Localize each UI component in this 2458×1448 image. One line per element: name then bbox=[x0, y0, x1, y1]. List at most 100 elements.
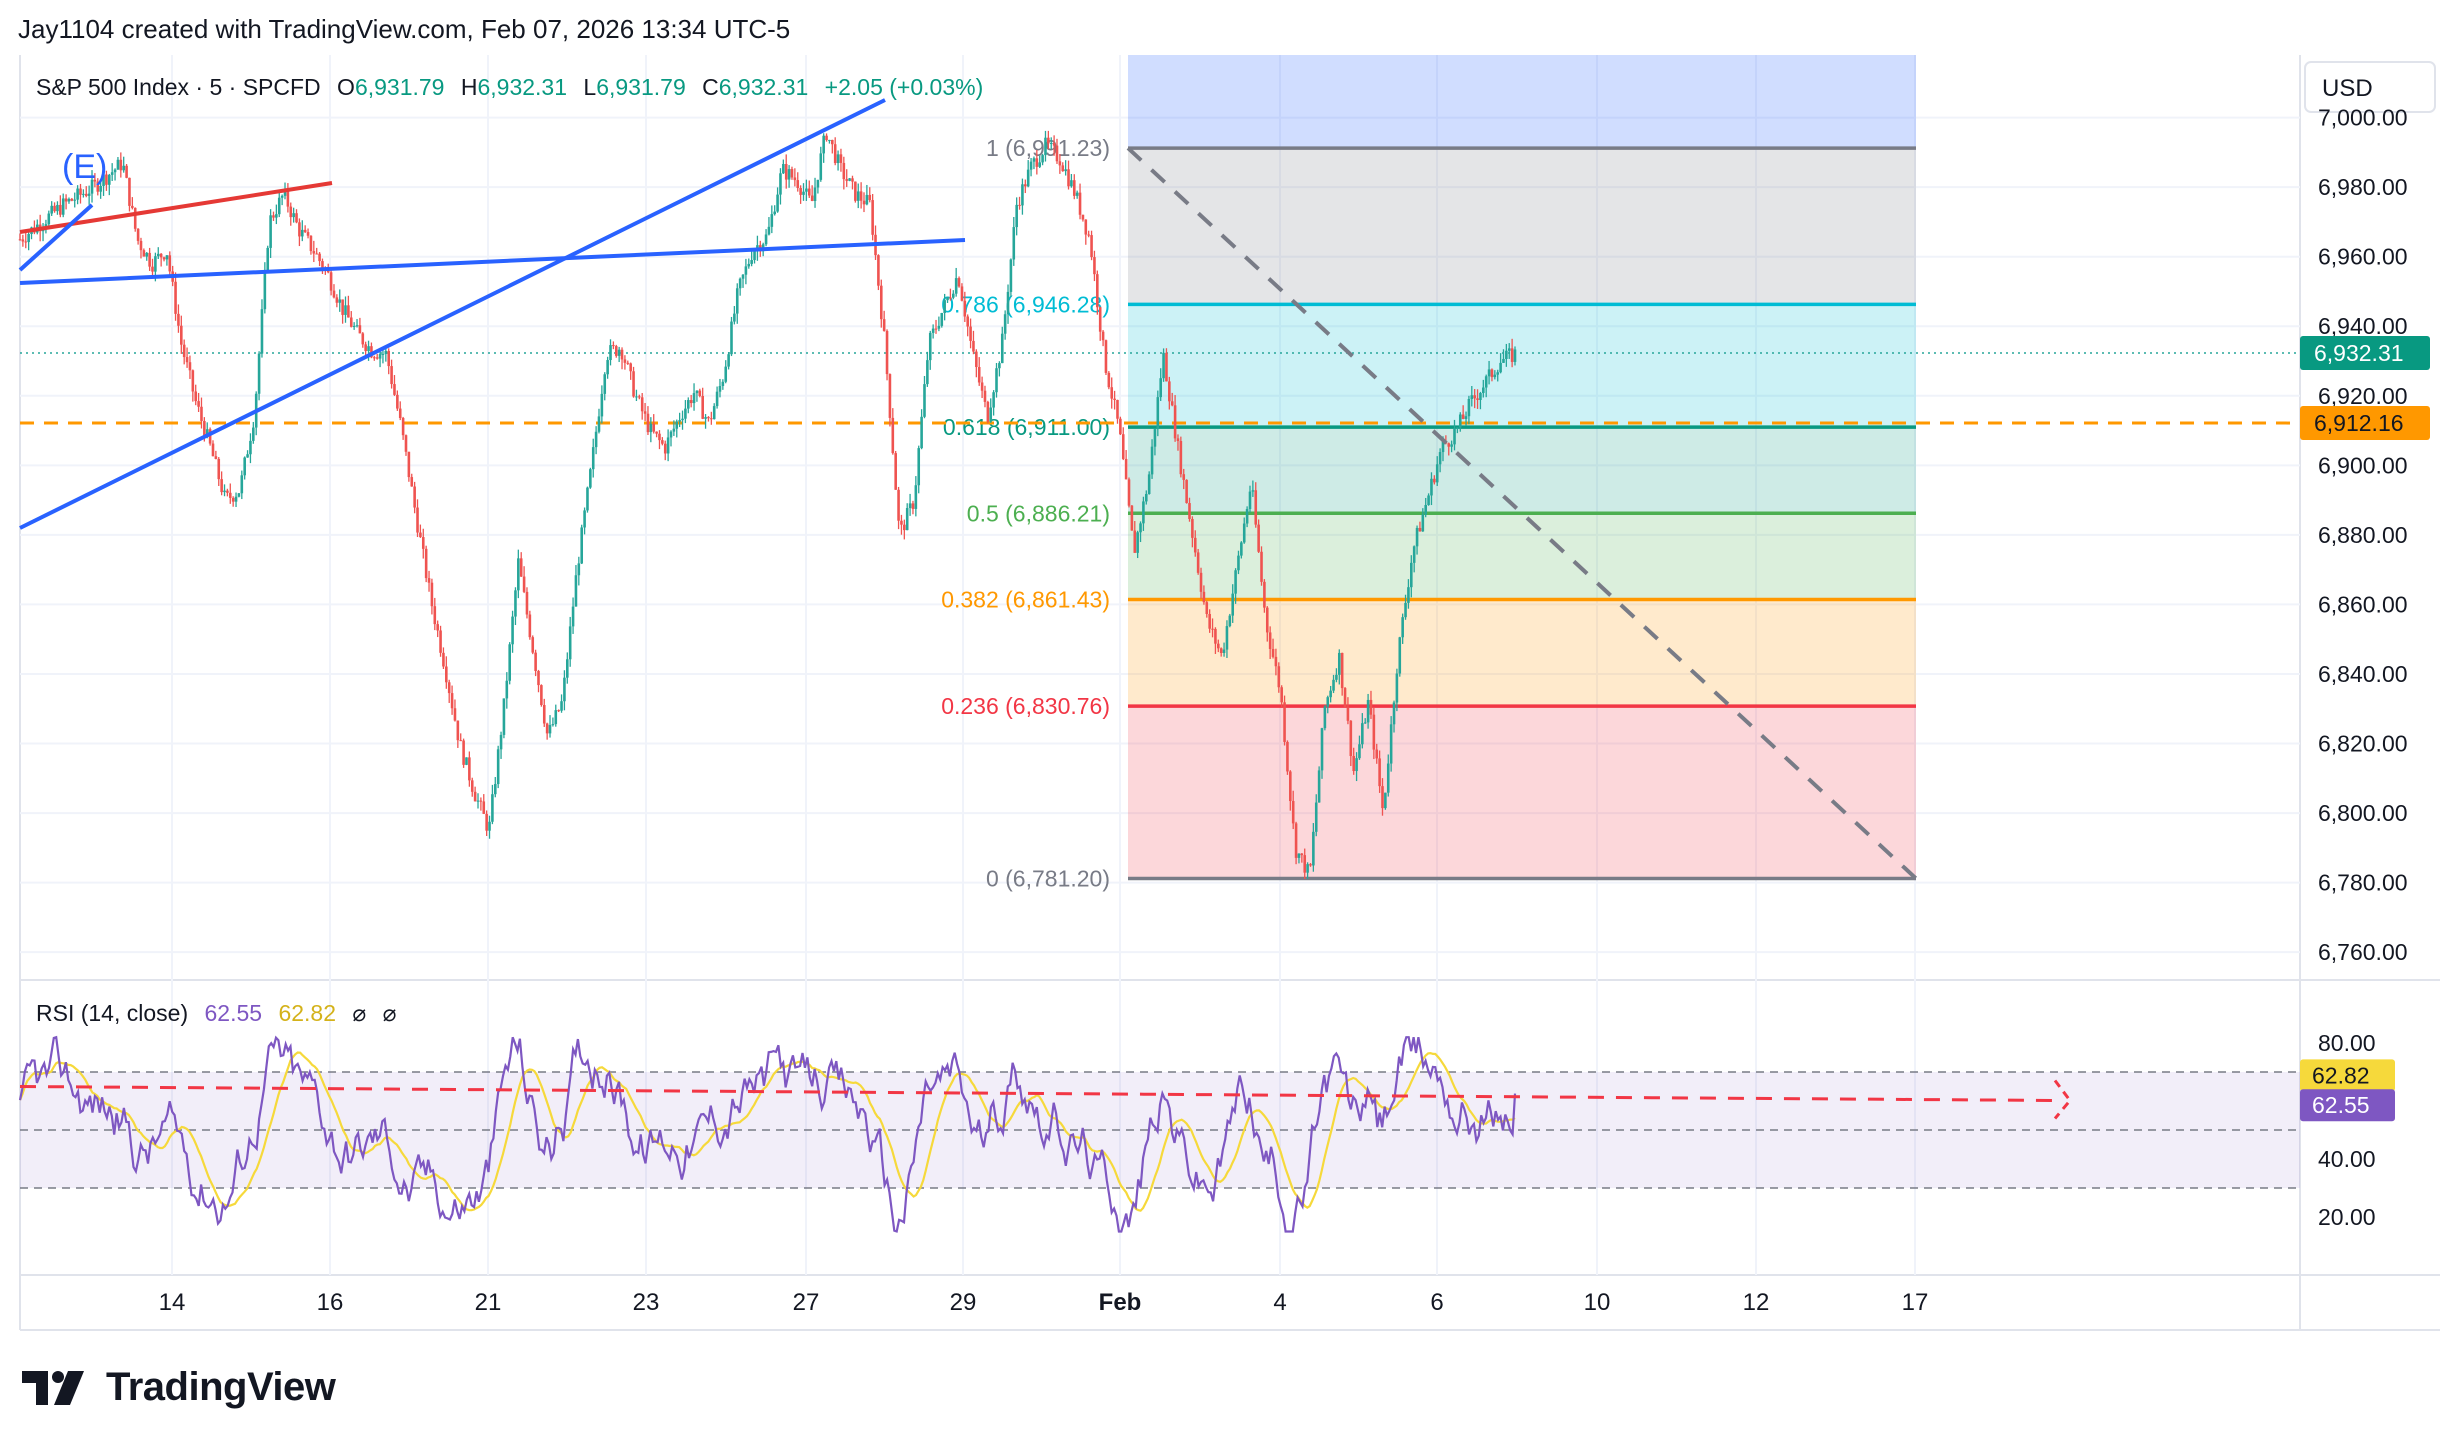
candle-body bbox=[1032, 158, 1036, 162]
candle-body bbox=[1052, 143, 1056, 146]
high-label: H bbox=[461, 74, 478, 100]
price-axis[interactable]: 7,000.00 6,980.00 6,960.00 6,940.00 6,920.00… bbox=[2318, 105, 2408, 966]
candle-body bbox=[1064, 169, 1067, 172]
candle-body bbox=[1369, 699, 1373, 715]
candle-body bbox=[240, 475, 244, 494]
candle-body bbox=[894, 453, 897, 490]
trendline-red[interactable] bbox=[19, 181, 333, 234]
candle-body bbox=[470, 780, 474, 792]
candle-body bbox=[306, 232, 310, 236]
trendlines[interactable] bbox=[18, 98, 1918, 880]
candle-body bbox=[951, 293, 955, 298]
tradingview-logo[interactable]: TradingView bbox=[22, 1365, 336, 1410]
fib-retracement[interactable]: 1 (6,991.23)0.786 (6,946.28)0.618 (6,911… bbox=[941, 55, 1916, 891]
svg-text:S&P 500 Index · 5 · SPCFD: S&P 500 Index · 5 · SPCFD O6,931.79 H6,9… bbox=[36, 74, 983, 100]
price-tick-label: 6,980.00 bbox=[2318, 174, 2408, 200]
candle-body bbox=[738, 278, 742, 289]
candle-body bbox=[1467, 398, 1471, 417]
candle-body bbox=[1286, 741, 1289, 772]
candle-body bbox=[269, 215, 272, 248]
candle-body bbox=[413, 486, 416, 508]
candle-body bbox=[1090, 235, 1093, 258]
candle-body bbox=[249, 440, 252, 455]
candle-body bbox=[27, 234, 30, 243]
candle-body bbox=[617, 349, 621, 356]
candle-body bbox=[1381, 786, 1384, 809]
candle-body bbox=[47, 213, 51, 225]
candle-body bbox=[381, 353, 385, 355]
candle-body bbox=[926, 360, 929, 385]
candle-body bbox=[231, 497, 235, 502]
candle-body bbox=[966, 316, 969, 327]
candle-body bbox=[1461, 414, 1465, 419]
candle-body bbox=[321, 261, 324, 269]
candle-body bbox=[1136, 532, 1139, 553]
price-tick-label: 6,840.00 bbox=[2318, 661, 2408, 687]
candle-body bbox=[1107, 372, 1111, 388]
candle-body bbox=[1119, 418, 1122, 435]
candle-body bbox=[678, 420, 681, 422]
candle-body bbox=[99, 185, 102, 192]
candle-body bbox=[813, 187, 817, 201]
dashed-level-badge bbox=[2300, 406, 2430, 441]
candle-body bbox=[292, 213, 295, 218]
candle-body bbox=[799, 187, 802, 195]
candle-body bbox=[1211, 628, 1214, 630]
candle-body bbox=[1329, 690, 1332, 698]
candle-body bbox=[430, 582, 434, 607]
candle-body bbox=[1358, 744, 1361, 759]
trendline-blue-rising[interactable] bbox=[19, 98, 886, 530]
candle-body bbox=[928, 332, 932, 361]
open-value: 6,931.79 bbox=[355, 74, 445, 100]
candle-body bbox=[597, 416, 601, 432]
candle-body bbox=[531, 637, 535, 653]
candle-body bbox=[882, 319, 886, 331]
candle-body bbox=[295, 213, 298, 223]
candle-body bbox=[148, 252, 151, 267]
candle-body bbox=[1384, 792, 1387, 809]
candle-body bbox=[905, 508, 909, 531]
candle-body bbox=[1012, 227, 1016, 260]
candle-body bbox=[1196, 552, 1200, 573]
trendline-blue-wave[interactable] bbox=[18, 203, 94, 272]
candle-body bbox=[200, 406, 203, 421]
candle-body bbox=[1355, 758, 1358, 772]
candle-body bbox=[1009, 259, 1013, 292]
candle-body bbox=[790, 169, 794, 178]
fib-zone-0.786 bbox=[1128, 304, 1916, 428]
time-tick-label: 12 bbox=[1743, 1289, 1770, 1316]
candle-body bbox=[735, 288, 739, 314]
candle-body bbox=[566, 659, 569, 678]
candle-body bbox=[168, 255, 172, 272]
candle-body bbox=[309, 235, 313, 252]
candle-body bbox=[782, 164, 785, 174]
currency-button[interactable]: USD bbox=[2304, 61, 2436, 113]
candle-body bbox=[280, 195, 284, 198]
rsi-axis[interactable]: 80.00 40.00 20.00 62.82 62.55 bbox=[2300, 1030, 2395, 1230]
candle-body bbox=[1067, 169, 1070, 187]
fib-label-0.618: 0.618 (6,911.00) bbox=[943, 414, 1110, 440]
candle-body bbox=[1101, 331, 1105, 341]
candle-body bbox=[681, 418, 684, 421]
candle-body bbox=[482, 801, 486, 814]
candle-body bbox=[845, 179, 849, 181]
candle-body bbox=[410, 477, 414, 487]
candle-body bbox=[1165, 352, 1168, 382]
trendline-blue-flat[interactable] bbox=[19, 238, 966, 285]
candle-body bbox=[1084, 219, 1088, 235]
candle-body bbox=[764, 234, 768, 245]
candle-body bbox=[1205, 602, 1209, 615]
candle-body bbox=[868, 194, 872, 201]
candle-body bbox=[1268, 632, 1272, 649]
candle-body bbox=[1214, 628, 1217, 644]
candle-body bbox=[1035, 158, 1039, 167]
time-axis[interactable]: 14 16 21 23 27 29 Feb 4 6 10 12 17 bbox=[159, 1289, 1929, 1316]
candle-body bbox=[87, 193, 91, 196]
candle-body bbox=[606, 360, 609, 375]
rsi-legend: RSI (14, close) 62.55 62.82 ⌀ ⌀ bbox=[36, 1000, 397, 1026]
wave-label-e[interactable]: (E) bbox=[62, 148, 107, 186]
price-tick-label: 6,900.00 bbox=[2318, 452, 2408, 478]
candle-body bbox=[1289, 771, 1292, 802]
candle-body bbox=[747, 263, 751, 267]
